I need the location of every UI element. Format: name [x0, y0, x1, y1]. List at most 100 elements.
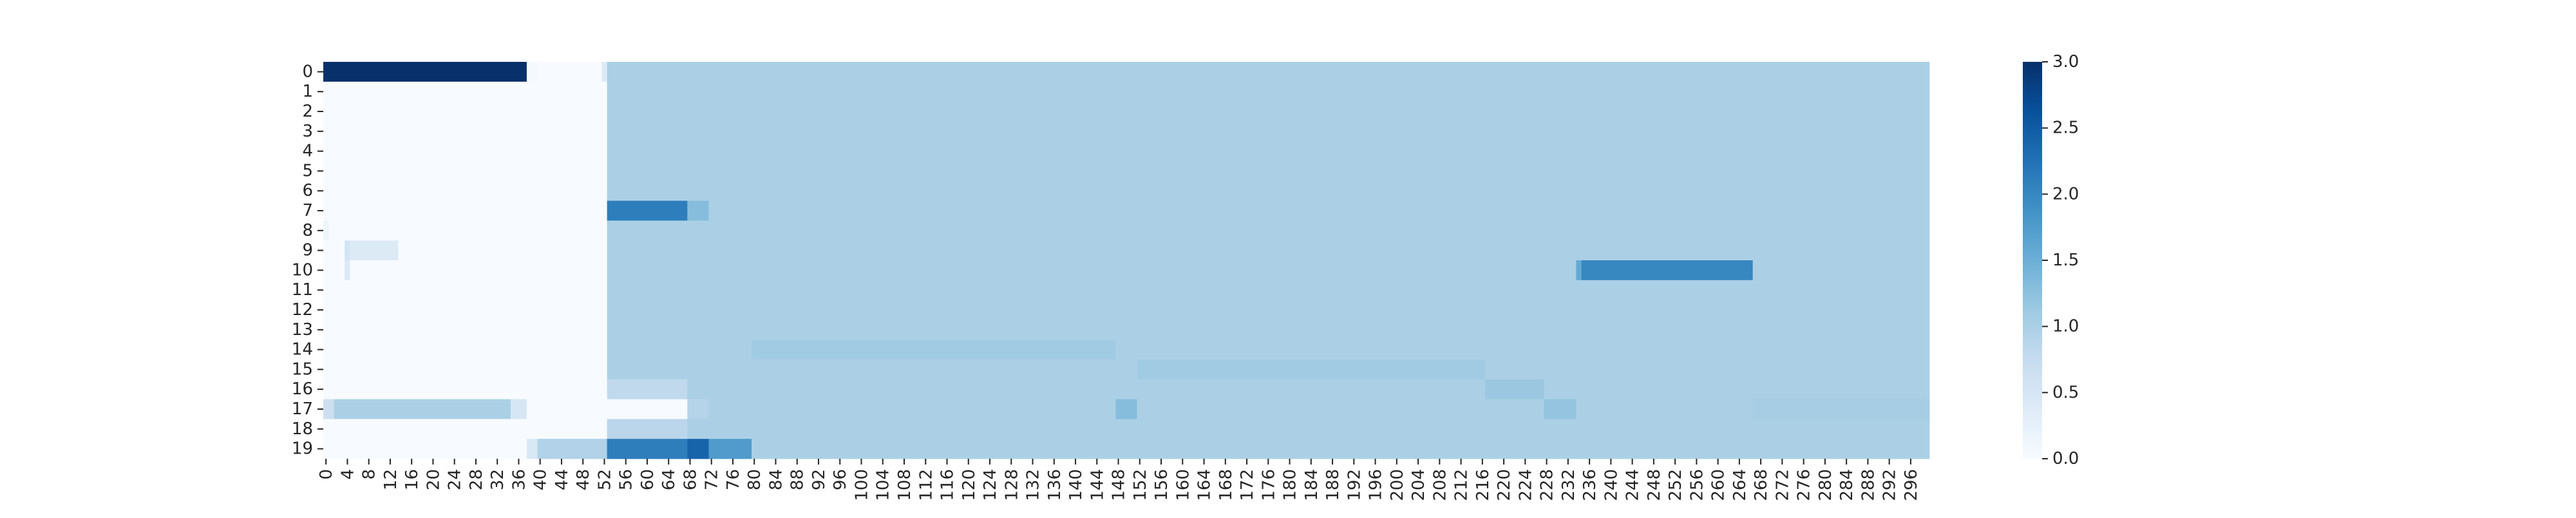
colorbar: 0.0 0.5 1.0 1.5 2.0 2.5 3.0 [2023, 52, 2079, 468]
x-tick-label: 184 [1302, 469, 1321, 501]
heatmap-cell [323, 101, 608, 122]
x-tick-label: 20 [424, 469, 443, 490]
heatmap-cell [323, 439, 527, 459]
y-tick-label: 13 [292, 320, 313, 340]
x-tick-label: 188 [1323, 469, 1343, 501]
x-tick-label: 104 [874, 469, 893, 501]
y-tick-label: 2 [302, 102, 313, 121]
heatmap-cell [398, 240, 608, 261]
x-tick-label: 144 [1088, 469, 1107, 501]
heatmap-cell [328, 220, 607, 241]
heatmap-cell [607, 220, 1930, 241]
x-tick-label: 156 [1152, 469, 1171, 501]
heatmap-cell [323, 141, 608, 162]
x-tick-label: 12 [381, 469, 401, 490]
heatmap-cell [607, 419, 688, 439]
heatmap-cell [1137, 360, 1486, 380]
y-tick-label: 16 [292, 379, 313, 399]
x-tick-label: 160 [1173, 469, 1193, 501]
heatmap-cell [1115, 340, 1930, 360]
heatmap-cell [687, 200, 709, 221]
x-tick-label: 296 [1902, 469, 1921, 501]
x-tick-label: 100 [852, 469, 871, 501]
x-tick-label: 264 [1730, 469, 1750, 501]
x-tick-label: 224 [1516, 469, 1535, 501]
x-tick-label: 120 [960, 469, 979, 501]
heatmap-cell [1484, 379, 1544, 399]
heatmap-cell [607, 240, 1930, 261]
heatmap-cell [601, 62, 607, 82]
heatmap-cell [607, 360, 1138, 380]
heatmap-cell [323, 180, 608, 201]
x-tick-label: 280 [1816, 469, 1835, 501]
x-tick-label: 140 [1066, 469, 1086, 501]
colorbar-gradient [2023, 62, 2042, 459]
x-tick-label: 276 [1795, 469, 1814, 501]
heatmap-cell [526, 399, 688, 419]
heatmap-cell [607, 121, 1930, 142]
heatmap-cell [323, 280, 608, 300]
y-tick-label: 4 [302, 142, 313, 161]
y-tick-label: 15 [292, 360, 313, 379]
heatmap-cell [323, 340, 608, 360]
heatmap-cell [323, 121, 608, 142]
x-tick-label: 40 [531, 469, 551, 490]
x-tick-label: 32 [488, 469, 507, 490]
x-tick-label: 220 [1495, 469, 1514, 501]
y-tick-label: 11 [292, 280, 313, 300]
heatmap-cell [323, 240, 345, 261]
x-tick-label: 76 [724, 469, 743, 490]
heatmap-cell [1544, 399, 1577, 419]
heatmap-cell [607, 101, 1930, 122]
heatmap-cell [687, 439, 709, 459]
x-tick-label: 108 [895, 469, 914, 501]
y-tick-label: 12 [292, 300, 313, 320]
heatmap-cell [345, 260, 350, 281]
heatmap-cell [334, 399, 511, 419]
x-tick-label: 208 [1430, 469, 1450, 501]
heatmap-cell [1115, 399, 1138, 419]
y-tick-label: 17 [292, 399, 313, 419]
x-tick-label: 252 [1666, 469, 1685, 501]
x-tick-label: 168 [1217, 469, 1236, 501]
x-tick-label: 24 [446, 469, 465, 490]
x-tick-label: 236 [1580, 469, 1600, 501]
y-tick-label: 9 [302, 241, 313, 260]
heatmap-cell [537, 62, 602, 82]
heatmap-cell [708, 200, 1930, 221]
x-tick-label: 288 [1859, 469, 1878, 501]
heatmap-cell [323, 379, 608, 399]
heatmap-cell [323, 220, 329, 241]
y-tick-label: 18 [292, 419, 313, 439]
heatmap-cell [607, 439, 688, 459]
x-tick-label: 88 [788, 469, 808, 490]
heatmap-cell [752, 340, 1116, 360]
x-tick-label: 4 [338, 469, 357, 480]
x-tick-label: 260 [1709, 469, 1728, 501]
x-tick-label: 192 [1345, 469, 1364, 501]
x-tick-label: 56 [617, 469, 636, 490]
x-tick-label: 164 [1195, 469, 1215, 501]
x-tick-label: 80 [745, 469, 764, 490]
heatmap-cell [350, 260, 608, 281]
heatmap-cell [323, 360, 608, 380]
x-tick-label: 152 [1131, 469, 1150, 501]
y-tick-label: 7 [302, 201, 313, 220]
x-tick-label: 84 [766, 469, 786, 490]
heatmap-cell [1576, 399, 1754, 419]
x-tick-label: 36 [509, 469, 529, 490]
x-tick-label: 0 [317, 469, 336, 480]
x-tick-label: 8 [360, 469, 379, 480]
x-tick-label: 176 [1259, 469, 1278, 501]
x-tick-label: 256 [1687, 469, 1707, 501]
x-tick-label: 28 [467, 469, 486, 490]
x-tick-label: 48 [574, 469, 593, 490]
x-tick-label: 136 [1045, 469, 1065, 501]
heatmap-cell [607, 280, 1930, 300]
heatmap-cells [323, 62, 1930, 459]
heatmap-cell [607, 320, 1930, 340]
heatmap-cell [708, 439, 752, 459]
